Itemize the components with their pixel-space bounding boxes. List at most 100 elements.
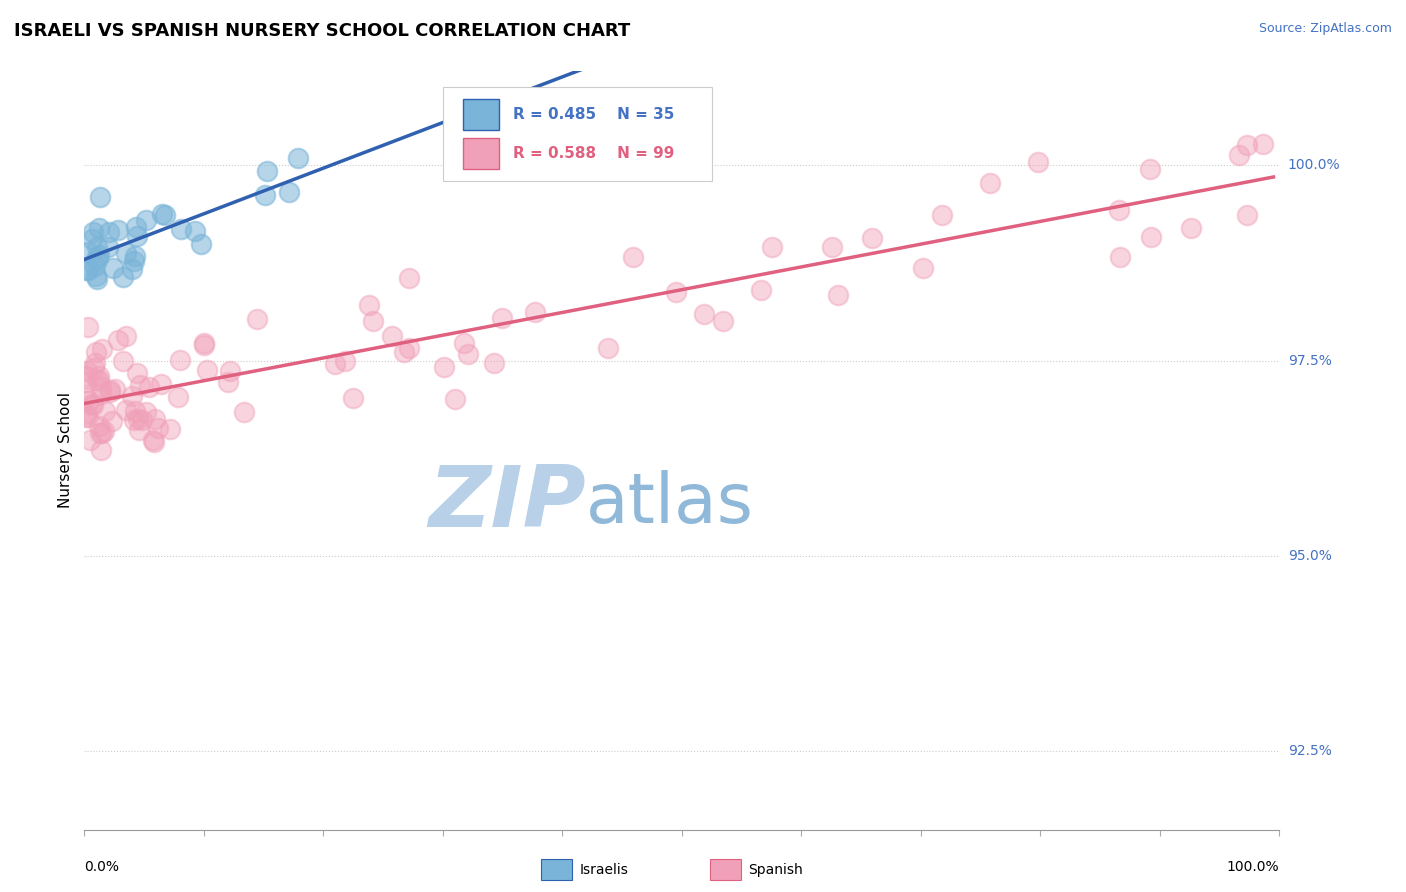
Point [596, 341, 619, 355]
Point [82, 225, 104, 239]
Bar [463, 138, 499, 169]
Point [190, 236, 212, 251]
Point [93, 424, 115, 438]
Point [75, 369, 97, 384]
Point [86, 240, 108, 254]
Point [84, 259, 107, 273]
Point [484, 355, 506, 369]
Point [143, 412, 166, 426]
Point [357, 298, 380, 312]
Point [121, 389, 143, 403]
Point [278, 185, 301, 199]
Point [84, 252, 107, 266]
Point [111, 270, 134, 285]
Text: 92.5%: 92.5% [1288, 745, 1331, 758]
Point [89, 221, 111, 235]
Point [87, 419, 110, 434]
Point [75, 263, 97, 277]
Text: atlas: atlas [586, 470, 754, 537]
Point [1180, 221, 1202, 235]
Text: 97.5%: 97.5% [1288, 353, 1331, 368]
Point [75, 391, 97, 405]
Point [380, 328, 402, 343]
Point [89, 190, 111, 204]
Point [82, 397, 104, 411]
Point [77, 262, 100, 277]
Point [444, 392, 467, 406]
Point [87, 373, 110, 387]
Point [76, 364, 98, 378]
Point [125, 228, 148, 243]
Point [749, 284, 772, 298]
Point [135, 405, 157, 419]
Text: 100.0%: 100.0% [1227, 860, 1279, 874]
Point [711, 314, 734, 328]
Point [153, 208, 176, 222]
Point [93, 404, 115, 418]
Point [979, 176, 1001, 190]
Point [170, 221, 193, 235]
Point [256, 164, 278, 178]
Text: ZIP: ZIP [429, 462, 586, 545]
Point [87, 368, 110, 383]
Point [1108, 251, 1130, 265]
Point [115, 403, 138, 417]
Point [98, 383, 121, 397]
Point [84, 268, 107, 283]
Point [184, 224, 207, 238]
Point [453, 335, 475, 350]
Point [253, 188, 276, 202]
Point [115, 246, 138, 260]
Point [693, 308, 716, 322]
Text: Source: ZipAtlas.com: Source: ZipAtlas.com [1258, 22, 1392, 36]
Point [107, 223, 129, 237]
Point [138, 380, 160, 394]
Point [131, 412, 153, 426]
Point [524, 304, 547, 318]
Point [80, 232, 103, 246]
Point [127, 412, 149, 426]
Point [125, 367, 148, 381]
Point [1227, 148, 1250, 162]
Point [665, 285, 688, 299]
Point [1139, 161, 1161, 176]
Point [75, 409, 97, 424]
Point [135, 213, 157, 227]
Point [860, 231, 883, 245]
Text: R = 0.485    N = 35: R = 0.485 N = 35 [513, 107, 675, 122]
Point [142, 434, 165, 449]
FancyBboxPatch shape [443, 87, 711, 181]
Point [86, 271, 108, 285]
Point [101, 414, 124, 428]
Point [827, 287, 849, 301]
Point [150, 207, 173, 221]
Point [98, 225, 121, 239]
Point [457, 346, 479, 360]
Point [77, 410, 100, 425]
Point [150, 377, 173, 392]
Point [107, 333, 129, 347]
Point [761, 240, 783, 254]
Point [86, 374, 108, 388]
Point [195, 363, 218, 377]
Point [821, 240, 844, 254]
Y-axis label: Nursery School: Nursery School [58, 392, 73, 508]
Point [87, 248, 110, 262]
Point [129, 377, 152, 392]
Point [287, 151, 309, 165]
Point [1108, 203, 1130, 218]
Point [433, 360, 456, 375]
Point [912, 261, 935, 276]
Point [79, 433, 101, 447]
Point [1236, 137, 1258, 152]
Point [121, 261, 143, 276]
Point [97, 239, 120, 253]
Point [100, 384, 122, 399]
Point [218, 364, 240, 378]
Point [217, 375, 239, 389]
Point [394, 345, 416, 359]
Point [621, 250, 644, 264]
Bar [463, 99, 499, 129]
Point [169, 353, 191, 368]
Point [122, 253, 145, 268]
